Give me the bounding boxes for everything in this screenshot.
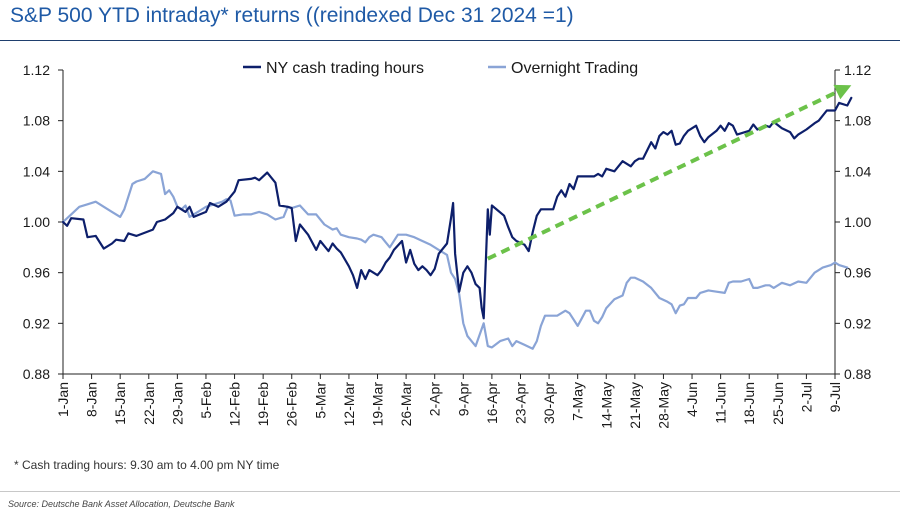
y-tick-label-right: 1.12 [844,62,871,78]
y-tick-label-right: 0.88 [844,366,871,382]
x-tick-label: 14-May [598,382,614,429]
y-tick-label-right: 0.96 [844,265,871,281]
y-tick-label-right: 1.04 [844,163,871,179]
x-tick-label: 1-Jan [55,382,71,417]
y-tick-label-left: 0.96 [23,265,50,281]
x-tick-label: 21-May [627,382,643,429]
y-tick-label-right: 1.08 [844,113,871,129]
source-note: Source: Deutsche Bank Asset Allocation, … [8,499,235,509]
x-tick-label: 22-Jan [141,382,157,425]
y-tick-label-left: 0.92 [23,315,50,331]
x-tick-label: 19-Feb [255,382,271,427]
trend-arrow-line [486,90,838,261]
x-tick-label: 12-Mar [341,382,357,427]
x-tick-label: 26-Feb [284,382,300,427]
y-tick-label-left: 0.88 [23,366,50,382]
x-tick-label: 8-Jan [84,382,100,417]
x-tick-label: 30-Apr [541,382,557,424]
ny-cash-hours-line [61,96,853,320]
chart-title: S&P 500 YTD intraday* returns ((reindexe… [10,4,574,27]
y-tick-label-left: 1.00 [23,214,50,230]
footer-divider [0,491,900,492]
footnote: * Cash trading hours: 9.30 am to 4.00 pm… [14,458,280,472]
x-tick-label: 2-Apr [427,382,443,417]
chart-series [61,96,853,350]
legend-item-overnight-trading-label: Overnight Trading [511,60,638,77]
x-tick-label: 29-Jan [169,382,185,425]
x-tick-label: 16-Apr [484,382,500,424]
title-divider [0,40,900,41]
x-tick-label: 9-Jul [827,382,843,412]
overnight-trading-line [61,170,849,350]
trend-arrow-head [833,84,852,100]
y-tick-label-left: 1.08 [23,113,50,129]
x-tick-label: 2-Jul [798,382,814,412]
x-tick-label: 12-Feb [227,382,243,427]
chart-legend: NY cash trading hours Overnight Trading [243,60,638,77]
y-tick-label-left: 1.04 [23,163,50,179]
x-tick-label: 23-Apr [512,382,528,424]
legend-item-ny-cash-hours-label: NY cash trading hours [266,60,424,77]
y-tick-label-right: 1.00 [844,214,871,230]
x-tick-label: 26-Mar [398,382,414,427]
chart-annotations [486,84,852,261]
x-tick-label: 4-Jun [684,382,700,417]
x-tick-label: 15-Jan [112,382,128,425]
x-tick-label: 5-Feb [198,382,214,419]
x-tick-label: 7-May [570,382,586,421]
x-tick-label: 28-May [655,382,671,429]
y-tick-label-left: 1.12 [23,62,50,78]
x-tick-label: 19-Mar [370,382,386,427]
line-chart: 0.88 0.88 0.92 0.92 0.96 0.96 1.00 1.00 1.04 1.04… [23,60,872,429]
x-tick-label: 25-Jun [770,382,786,425]
x-tick-label: 9-Apr [455,382,471,417]
x-tick-label: 18-Jun [741,382,757,425]
x-tick-label: 5-Mar [312,382,328,419]
chart-axes: 0.88 0.88 0.92 0.92 0.96 0.96 1.00 1.00 1.04 1.04… [23,62,872,429]
x-tick-label: 11-Jun [713,382,729,424]
y-tick-label-right: 0.92 [844,315,871,331]
